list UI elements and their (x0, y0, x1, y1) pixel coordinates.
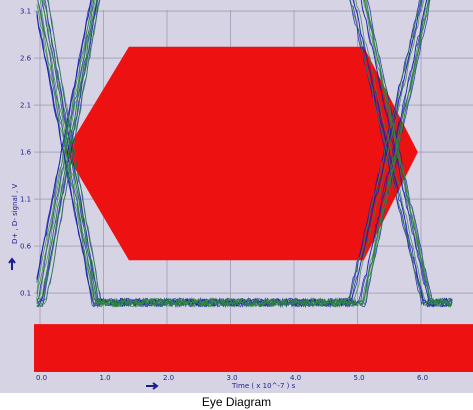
x-tick-label: 3.0 (227, 374, 238, 382)
y-tick-label: 0.1 (20, 290, 31, 298)
arrow-up-icon[interactable] (8, 257, 16, 270)
signal-trace (36, 0, 453, 308)
eye-diagram-panel: 0.10.61.11.62.12.63.13.60.01.02.03.04.05… (0, 0, 473, 393)
arrow-right-icon[interactable] (146, 382, 159, 390)
y-tick-label: 2.1 (20, 102, 31, 110)
signal-trace (36, 0, 453, 308)
y-tick-label: 1.1 (20, 196, 31, 204)
signal-trace (39, 0, 425, 308)
y-tick-label: 0.6 (20, 243, 32, 251)
signal-trace (36, 0, 453, 308)
signal-trace (36, 0, 453, 308)
mask-inner-hexagon (65, 46, 418, 261)
y-axis-title: D+ , D- signal , V (11, 184, 19, 244)
signal-trace (36, 0, 453, 308)
x-axis-title: Time ( x 10^-7 ) s (231, 382, 296, 390)
signal-trace (47, 0, 430, 308)
signal-trace (36, 0, 453, 308)
signal-trace (36, 0, 453, 307)
eye-mask (34, 46, 473, 372)
signal-trace (43, 0, 430, 309)
x-tick-label: 1.0 (100, 374, 111, 382)
signal-trace (36, 0, 453, 307)
signal-trace (36, 0, 453, 308)
signal-traces (36, 0, 453, 309)
y-tick-label: 1.6 (20, 149, 32, 157)
signal-trace (36, 0, 453, 306)
x-tick-label: 0.0 (36, 374, 47, 382)
mask-lower-band (34, 324, 473, 372)
figure-caption: Eye Diagram (201, 395, 272, 409)
x-tick-label: 4.0 (290, 374, 301, 382)
x-tick-label: 5.0 (354, 374, 365, 382)
signal-trace (36, 0, 453, 308)
x-tick-label: 6.0 (417, 374, 428, 382)
axis-ticks: 0.10.61.11.62.12.63.13.60.01.02.03.04.05… (20, 8, 428, 382)
y-tick-label: 2.6 (20, 55, 32, 63)
signal-trace (36, 0, 453, 307)
x-tick-label: 2.0 (163, 374, 174, 382)
eye-diagram-chart: 0.10.61.11.62.12.63.13.60.01.02.03.04.05… (8, 0, 473, 390)
signal-trace (36, 0, 453, 308)
y-tick-label: 3.1 (20, 8, 31, 16)
